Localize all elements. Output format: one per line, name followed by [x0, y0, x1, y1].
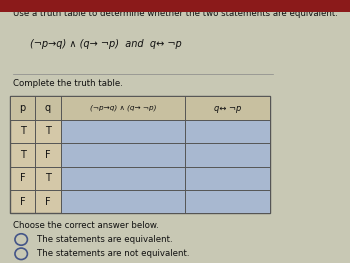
- Text: The statements are equivalent.: The statements are equivalent.: [37, 235, 172, 244]
- FancyBboxPatch shape: [61, 143, 185, 167]
- Text: The statements are not equivalent.: The statements are not equivalent.: [37, 249, 189, 258]
- Text: T: T: [20, 127, 26, 136]
- FancyBboxPatch shape: [185, 190, 270, 214]
- FancyBboxPatch shape: [10, 96, 270, 120]
- Text: Use a truth table to determine whether the two statements are equivalent.: Use a truth table to determine whether t…: [13, 9, 337, 18]
- FancyBboxPatch shape: [10, 96, 270, 214]
- Text: F: F: [45, 150, 51, 160]
- FancyBboxPatch shape: [61, 120, 185, 143]
- Text: q: q: [45, 103, 51, 113]
- FancyBboxPatch shape: [61, 167, 185, 190]
- Text: T: T: [20, 150, 26, 160]
- FancyBboxPatch shape: [61, 190, 185, 214]
- Text: (¬p→q) ∧ (q→ ¬p): (¬p→q) ∧ (q→ ¬p): [90, 105, 156, 111]
- FancyBboxPatch shape: [185, 143, 270, 167]
- Text: F: F: [45, 197, 51, 207]
- FancyBboxPatch shape: [185, 167, 270, 190]
- Text: F: F: [20, 173, 26, 183]
- Text: T: T: [45, 127, 51, 136]
- Text: Choose the correct answer below.: Choose the correct answer below.: [13, 221, 159, 230]
- Text: T: T: [45, 173, 51, 183]
- Text: p: p: [20, 103, 26, 113]
- Text: (¬p→q) ∧ (q→ ¬p)  and  q↔ ¬p: (¬p→q) ∧ (q→ ¬p) and q↔ ¬p: [30, 39, 181, 49]
- Text: F: F: [20, 197, 26, 207]
- Text: Complete the truth table.: Complete the truth table.: [13, 79, 122, 88]
- FancyBboxPatch shape: [185, 120, 270, 143]
- Text: q↔ ¬p: q↔ ¬p: [214, 104, 241, 113]
